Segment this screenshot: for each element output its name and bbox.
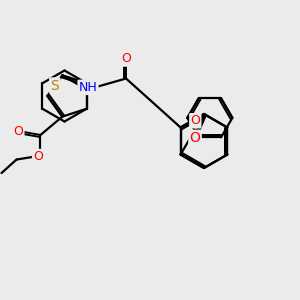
Text: O: O [190,114,200,127]
Text: O: O [121,52,131,65]
Text: O: O [33,150,43,163]
Text: NH: NH [79,81,98,94]
Text: O: O [14,124,23,137]
Text: O: O [190,131,200,145]
Text: S: S [50,79,59,93]
